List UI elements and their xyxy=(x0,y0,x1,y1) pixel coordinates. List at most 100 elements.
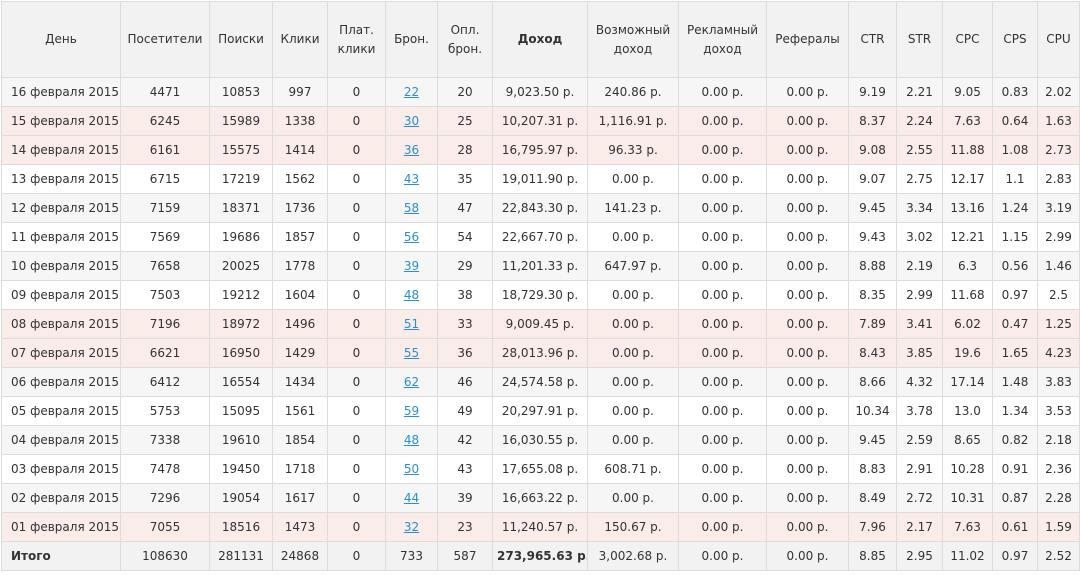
cell: 20,297.91 р. xyxy=(492,396,588,426)
cell: 1857 xyxy=(272,222,328,252)
booking-link[interactable]: 48 xyxy=(403,288,420,302)
cell: 0.00 р. xyxy=(587,425,679,455)
cell: 9.43 xyxy=(848,222,897,252)
cell: 0.00 р. xyxy=(678,512,767,542)
cell: 1778 xyxy=(272,251,328,281)
cell: 0.64 xyxy=(992,106,1038,136)
cell: 6245 xyxy=(120,106,210,136)
cell: 7296 xyxy=(120,483,210,513)
column-header: Рефералы xyxy=(766,1,849,78)
booking-link[interactable]: 39 xyxy=(403,259,420,273)
cell: 8.83 xyxy=(848,454,897,484)
cell: 35 xyxy=(437,164,493,194)
cell: 0 xyxy=(327,77,386,107)
booking-link[interactable]: 56 xyxy=(403,230,420,244)
cell: 0.00 р. xyxy=(678,309,767,339)
cell: 0.91 xyxy=(992,454,1038,484)
cell: 0.00 р. xyxy=(766,483,849,513)
cell: 2.83 xyxy=(1037,164,1080,194)
row-label: 12 февраля 2015 xyxy=(1,193,121,223)
cell: 0.00 р. xyxy=(766,309,849,339)
booking-link[interactable]: 48 xyxy=(403,433,420,447)
column-header: Посетители xyxy=(120,1,210,78)
cell: 8.66 xyxy=(848,367,897,397)
row-label: 01 февраля 2015 xyxy=(1,512,121,542)
cell: 1718 xyxy=(272,454,328,484)
cell: 2.17 xyxy=(896,512,943,542)
column-header: Плат. клики xyxy=(327,1,386,78)
booking-link[interactable]: 36 xyxy=(403,143,420,157)
booking-link[interactable]: 50 xyxy=(403,462,420,476)
cell: 39 xyxy=(385,251,438,281)
column-header: CPU xyxy=(1037,1,1080,78)
cell: 0.00 р. xyxy=(678,541,767,571)
cell: 2.75 xyxy=(896,164,943,194)
cell: 19610 xyxy=(209,425,273,455)
cell: 0.00 р. xyxy=(678,106,767,136)
cell: 0.00 р. xyxy=(678,483,767,513)
booking-link[interactable]: 22 xyxy=(403,85,420,99)
cell: 39 xyxy=(437,483,493,513)
cell: 2.21 xyxy=(896,77,943,107)
cell: 44 xyxy=(385,483,438,513)
row-label: Итого xyxy=(1,541,121,571)
cell: 49 xyxy=(437,396,493,426)
cell: 1.48 xyxy=(992,367,1038,397)
booking-link[interactable]: 30 xyxy=(403,114,420,128)
cell: 7658 xyxy=(120,251,210,281)
row-label: 11 февраля 2015 xyxy=(1,222,121,252)
booking-link[interactable]: 55 xyxy=(403,346,420,360)
cell: 2.02 xyxy=(1037,77,1080,107)
cell: 7.63 xyxy=(942,512,993,542)
cell: 47 xyxy=(437,193,493,223)
cell: 22,667.70 р. xyxy=(492,222,588,252)
cell: 12.21 xyxy=(942,222,993,252)
cell: 17219 xyxy=(209,164,273,194)
row-label: 04 февраля 2015 xyxy=(1,425,121,455)
cell: 6161 xyxy=(120,135,210,165)
cell: 24868 xyxy=(272,541,328,571)
cell: 0.00 р. xyxy=(678,396,767,426)
cell: 8.85 xyxy=(848,541,897,571)
cell: 18371 xyxy=(209,193,273,223)
booking-link[interactable]: 32 xyxy=(403,520,420,534)
cell: 42 xyxy=(437,425,493,455)
row-label: 07 февраля 2015 xyxy=(1,338,121,368)
cell: 7159 xyxy=(120,193,210,223)
cell: 281131 xyxy=(209,541,273,571)
booking-link[interactable]: 59 xyxy=(403,404,420,418)
cell: 8.37 xyxy=(848,106,897,136)
cell: 7569 xyxy=(120,222,210,252)
cell: 11.68 xyxy=(942,280,993,310)
cell: 22 xyxy=(385,77,438,107)
cell: 48 xyxy=(385,280,438,310)
cell: 587 xyxy=(437,541,493,571)
booking-link[interactable]: 51 xyxy=(403,317,420,331)
cell: 1.1 xyxy=(992,164,1038,194)
cell: 273,965.63 р. xyxy=(492,541,588,571)
cell: 2.99 xyxy=(1037,222,1080,252)
cell: 5753 xyxy=(120,396,210,426)
column-header: Доход xyxy=(492,1,588,78)
cell: 1.08 xyxy=(992,135,1038,165)
cell: 16950 xyxy=(209,338,273,368)
booking-link[interactable]: 62 xyxy=(403,375,420,389)
cell: 2.72 xyxy=(896,483,943,513)
cell: 6.02 xyxy=(942,309,993,339)
cell: 1473 xyxy=(272,512,328,542)
cell: 0.00 р. xyxy=(587,222,679,252)
column-header: CTR xyxy=(848,1,897,78)
cell: 0.00 р. xyxy=(766,454,849,484)
booking-link[interactable]: 43 xyxy=(403,172,420,186)
cell: 8.43 xyxy=(848,338,897,368)
cell: 7.63 xyxy=(942,106,993,136)
cell: 10.31 xyxy=(942,483,993,513)
cell: 0.97 xyxy=(992,541,1038,571)
booking-link[interactable]: 58 xyxy=(403,201,420,215)
cell: 0 xyxy=(327,338,386,368)
cell: 0.00 р. xyxy=(678,77,767,107)
booking-link[interactable]: 44 xyxy=(403,491,420,505)
column-header: Рекламный доход xyxy=(678,1,767,78)
cell: 0.00 р. xyxy=(678,164,767,194)
cell: 0.00 р. xyxy=(587,396,679,426)
